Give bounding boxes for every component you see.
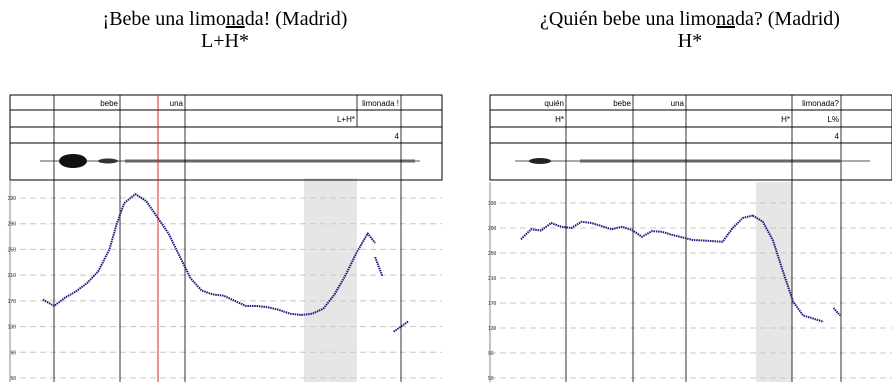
panel-2-word-label: una: [671, 99, 685, 108]
panel-1-accent-label: L+H*: [201, 30, 249, 52]
panel-2-textgrid-frame: [489, 94, 892, 181]
panel-2-tone-label: L%: [827, 115, 839, 124]
panel-1-word-label: una: [170, 99, 184, 108]
y-tick-label: 170: [8, 299, 17, 305]
panel-1-title-pre: ¡Bebe una limo: [102, 8, 226, 30]
f0-contour: [301, 232, 376, 316]
f0-contour: [752, 214, 824, 323]
y-tick-label: 50: [10, 376, 16, 382]
panel-2-tone-label: H*: [781, 115, 790, 124]
y-tick-label: 210: [8, 273, 17, 279]
panel-1-word-label: limonada !: [362, 99, 399, 108]
panel-1-title-post: da! (Madrid): [244, 8, 348, 30]
f0-contour: [42, 193, 302, 316]
f0-contour: [393, 320, 409, 333]
panel-2-title: ¿Quién bebe una limonada? (Madrid) H*: [495, 8, 885, 52]
f0-contour: [832, 307, 841, 317]
y-tick-label: 170: [488, 301, 497, 307]
y-tick-label: 210: [488, 276, 497, 282]
y-tick-label: 290: [488, 226, 497, 232]
panel-2-title-post: da? (Madrid): [735, 8, 840, 30]
y-tick-label: 290: [8, 222, 17, 228]
panel-2-accent-label: H*: [677, 30, 703, 52]
y-tick-label: 330: [488, 201, 497, 207]
y-tick-label: 250: [488, 251, 497, 257]
panel-1-waveform: [40, 154, 420, 168]
f0-contour: [374, 256, 384, 277]
panel-1-stressed-highlight: [304, 178, 357, 382]
panel-1-tone-label: L+H*: [337, 115, 355, 124]
y-tick-label: 50: [488, 376, 494, 382]
panel-2-title-stressed-syllable: na: [716, 8, 735, 30]
panel-2-waveform: [515, 158, 870, 164]
y-tick-label: 330: [8, 196, 17, 202]
panel-2-word-label: limonada?: [802, 99, 839, 108]
panel-2-word-label: quién: [544, 99, 564, 108]
panel-1-textgrid-frame: [9, 94, 443, 181]
panel-2-title-pre: ¿Quién bebe una limo: [540, 8, 717, 30]
y-tick-label: 130: [8, 325, 17, 331]
panel-1-title: ¡Bebe una limonada! (Madrid) L+H*: [40, 8, 410, 52]
y-tick-label: 90: [488, 351, 494, 357]
panel-2-word-label: bebe: [613, 99, 631, 108]
panel-1-title-stressed-syllable: na: [225, 8, 245, 30]
panel-1-word-label: bebe: [100, 99, 118, 108]
y-tick-label: 130: [488, 326, 497, 332]
f0-contour: [520, 214, 754, 243]
panel-2-tone-label: H*: [555, 115, 564, 124]
panel-1-break-index: 4: [395, 132, 400, 141]
y-tick-label: 90: [10, 350, 16, 356]
y-tick-label: 250: [8, 247, 17, 253]
panel-2-break-index: 4: [835, 132, 840, 141]
